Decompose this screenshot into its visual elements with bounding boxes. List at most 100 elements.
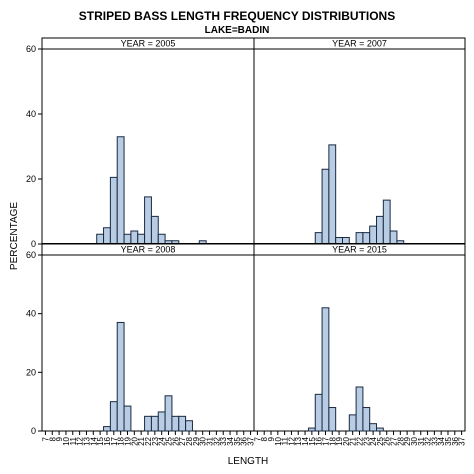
panel-strip [253, 37, 466, 50]
x-tick-label: 34 [226, 436, 235, 445]
histogram-bar [376, 215, 384, 245]
x-tick-label: 29 [403, 436, 412, 445]
histogram-bar [144, 415, 152, 432]
histogram-bar [150, 215, 159, 245]
x-tick-label: 35 [444, 436, 453, 445]
histogram-bar [185, 420, 193, 432]
histogram-bar [178, 415, 187, 432]
x-tick-label: 18 [117, 436, 126, 445]
x-tick-label: 32 [212, 436, 221, 445]
x-tick-label: 21 [349, 436, 358, 445]
panel-label: YEAR = 2015 [332, 245, 387, 255]
histogram-bar [144, 196, 152, 245]
histogram-bar [157, 233, 166, 245]
x-tick-label: 7 [253, 436, 262, 441]
x-tick-label: 18 [328, 436, 337, 445]
x-tick-label: 30 [199, 436, 208, 445]
histogram-bar [109, 176, 118, 245]
x-tick-label: 13 [82, 436, 91, 445]
x-tick-label: 20 [342, 436, 351, 445]
histogram-bar [355, 232, 364, 245]
x-tick-label: 37 [247, 436, 256, 445]
x-tick-label: 10 [274, 436, 283, 445]
histogram-bar [328, 144, 337, 245]
x-tick-label: 9 [267, 436, 276, 441]
x-tick-label: 22 [356, 436, 365, 445]
x-tick-label: 32 [424, 436, 433, 445]
x-tick-label: 12 [287, 436, 296, 445]
x-tick-label: 19 [335, 436, 344, 445]
x-tick-label: 26 [383, 436, 392, 445]
x-tick-label: 37 [458, 436, 467, 445]
histogram-bar [116, 136, 125, 245]
x-tick-label: 22 [144, 436, 153, 445]
histogram-bar [362, 407, 371, 432]
histogram-bar [137, 233, 146, 245]
x-tick-label: 17 [110, 436, 119, 445]
histogram-bar [328, 407, 337, 432]
x-tick-label: 33 [430, 436, 439, 445]
histogram-bar [314, 393, 323, 432]
x-tick-label: 11 [281, 436, 290, 445]
x-tick-label: 36 [451, 436, 460, 445]
x-tick-label: 10 [62, 436, 71, 445]
x-tick-label: 14 [89, 436, 98, 445]
x-tick-label: 19 [123, 436, 132, 445]
x-tick-label: 25 [165, 436, 174, 445]
panel-label: YEAR = 2008 [121, 245, 176, 255]
x-tick-label: 24 [158, 436, 167, 445]
histogram-bar [355, 386, 364, 432]
histogram-bar [171, 415, 180, 432]
y-tick-label: 20 [26, 367, 36, 377]
x-tick-label: 28 [396, 436, 405, 445]
y-tick-label: 0 [31, 426, 36, 436]
x-tick-label: 28 [185, 436, 194, 445]
histogram-bar [103, 426, 111, 432]
histogram-bar [123, 405, 132, 432]
histogram-bar [150, 415, 159, 432]
histogram-bar [103, 227, 111, 245]
x-tick-label: 29 [192, 436, 201, 445]
chart-title: STRIPED BASS LENGTH FREQUENCY DISTRIBUTI… [79, 9, 395, 23]
x-tick-label: 7 [41, 436, 50, 441]
histogram-bar [369, 225, 378, 245]
histogram-bar [389, 230, 398, 245]
chart-subtitle: LAKE=BADIN [205, 25, 270, 36]
histogram-bar [348, 414, 357, 432]
histogram-bar [157, 411, 166, 432]
histogram-bar [123, 233, 132, 245]
x-tick-label: 9 [55, 436, 64, 441]
x-tick-label: 24 [369, 436, 378, 445]
x-axis-label: LENGTH [228, 456, 269, 467]
x-tick-label: 27 [178, 436, 187, 445]
panel-label: YEAR = 2007 [332, 39, 387, 49]
y-tick-label: 20 [26, 174, 36, 184]
histogram-bar [109, 401, 118, 432]
histogram-bar [362, 232, 371, 245]
x-tick-label: 34 [437, 436, 446, 445]
x-tick-label: 36 [240, 436, 249, 445]
y-tick-label: 40 [26, 309, 36, 319]
plot-area: YEAR = 2005 YEAR = 2007 YEAR = 2008 YEAR = … [26, 37, 467, 446]
histogram-bar [376, 427, 384, 432]
x-tick-label: 25 [376, 436, 385, 445]
histogram-bar [321, 168, 330, 245]
histogram-bar [164, 395, 173, 432]
x-tick-label: 8 [48, 436, 57, 441]
x-tick-label: 26 [171, 436, 180, 445]
x-tick-label: 8 [260, 436, 269, 441]
x-tick-label: 12 [76, 436, 85, 445]
histogram-bar [382, 199, 391, 245]
x-tick-label: 31 [206, 436, 215, 445]
x-tick-label: 13 [294, 436, 303, 445]
x-tick-label: 15 [308, 436, 317, 445]
x-tick-label: 30 [410, 436, 419, 445]
y-tick-label: 0 [31, 239, 36, 249]
x-tick-label: 15 [96, 436, 105, 445]
panel-strip [253, 243, 466, 256]
x-tick-label: 17 [321, 436, 330, 445]
y-axis-label: PERCENTAGE [9, 202, 20, 270]
histogram-bar [307, 427, 316, 432]
x-tick-label: 23 [362, 436, 371, 445]
